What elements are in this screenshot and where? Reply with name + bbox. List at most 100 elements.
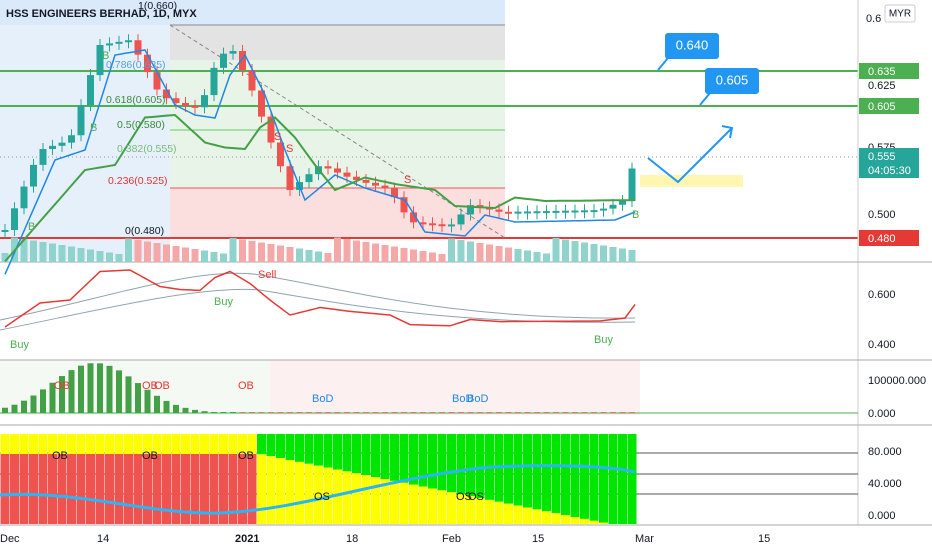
decoration [106, 43, 113, 46]
decoration [590, 210, 598, 213]
price-axis-label: 0.6 [866, 13, 881, 25]
decoration [163, 89, 170, 99]
decoration [361, 475, 371, 524]
indicator-label: OB [238, 380, 254, 392]
indicator-label: Buy [214, 296, 233, 308]
decoration [201, 411, 208, 413]
decoration [49, 243, 56, 262]
decoration [581, 242, 588, 262]
decoration [266, 456, 276, 524]
decoration [48, 454, 57, 524]
decoration [10, 434, 19, 454]
decoration [438, 224, 446, 227]
decoration [524, 211, 531, 214]
decoration [419, 251, 427, 262]
decoration [561, 515, 570, 524]
decoration [181, 434, 190, 454]
price-tag [859, 63, 919, 79]
axis-label: 80.000 [868, 446, 902, 458]
fib-label: 0.786(0.635) [106, 59, 166, 71]
decoration [572, 412, 578, 413]
decoration [68, 246, 75, 262]
decoration [181, 454, 190, 524]
decoration [619, 248, 626, 262]
decoration [532, 509, 542, 524]
decoration [437, 434, 447, 491]
decoration [561, 434, 570, 516]
decoration [57, 434, 67, 454]
decoration [380, 434, 390, 479]
callout-text: 0.640 [676, 37, 709, 52]
decoration [486, 412, 493, 413]
decoration [257, 454, 266, 524]
decoration [543, 412, 550, 413]
signal: B [90, 122, 97, 134]
decoration [581, 412, 588, 413]
decoration [247, 454, 257, 524]
decoration [153, 243, 161, 262]
decoration [505, 211, 512, 214]
decoration [476, 205, 484, 208]
decoration [295, 434, 304, 462]
decoration [590, 244, 598, 262]
decoration [551, 513, 561, 524]
x-axis-label: Dec [0, 533, 20, 545]
decoration [211, 412, 217, 413]
decoration [152, 454, 162, 524]
decoration [220, 253, 227, 262]
callout-text: 0.605 [716, 72, 749, 87]
decoration [40, 389, 46, 413]
decoration [286, 166, 294, 190]
decoration [276, 434, 285, 459]
decoration [437, 490, 447, 524]
decoration [532, 434, 542, 510]
decoration [95, 434, 105, 454]
decoration [551, 434, 561, 514]
callout [705, 68, 759, 94]
decoration [571, 210, 579, 213]
x-axis-label: 14 [97, 533, 109, 545]
decoration [67, 434, 76, 454]
decoration [570, 434, 580, 517]
decoration [504, 434, 513, 504]
decoration [0, 454, 10, 524]
decoration [29, 434, 38, 454]
decoration [477, 412, 483, 413]
indicator-label: OB [238, 450, 254, 462]
decoration [154, 395, 160, 413]
decoration [505, 412, 512, 413]
decoration [553, 412, 559, 413]
decoration [29, 454, 38, 524]
decoration [238, 454, 247, 524]
decoration [38, 454, 48, 524]
decoration [419, 222, 427, 225]
decoration [4, 113, 636, 263]
decoration [429, 412, 436, 413]
decoration [409, 434, 418, 485]
decoration [287, 412, 293, 413]
price-tag [859, 98, 919, 114]
decoration [0, 463, 636, 515]
decoration [134, 40, 142, 55]
decoration [457, 240, 465, 262]
decoration [410, 412, 417, 413]
decoration [257, 434, 266, 455]
decoration [182, 103, 189, 106]
fib-label: 0.5(0.580) [117, 119, 165, 131]
decoration [285, 434, 295, 460]
decoration [448, 238, 455, 262]
countdown: 04:05:30 [868, 165, 911, 177]
decoration [420, 412, 426, 413]
decoration [295, 461, 304, 524]
fib-label: 0.236(0.525) [108, 175, 168, 187]
signal: S [286, 143, 293, 155]
decoration [458, 412, 464, 413]
price-tag [859, 230, 919, 246]
decoration [152, 434, 162, 454]
indicator-label: OB [142, 450, 158, 462]
decoration [125, 40, 132, 43]
decoration [49, 145, 56, 149]
decoration [514, 249, 522, 262]
decoration [333, 469, 342, 524]
